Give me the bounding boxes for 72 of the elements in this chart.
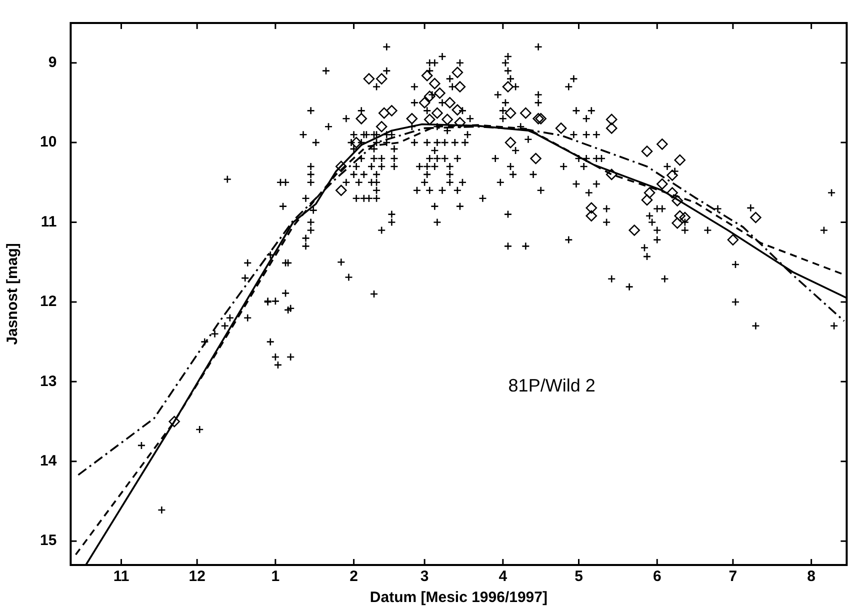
x-tick-label: 5	[574, 568, 583, 586]
point	[424, 90, 436, 102]
point	[530, 152, 542, 164]
point	[432, 107, 443, 119]
y-tick-label: 9	[48, 54, 57, 71]
x-tick-label: 11	[113, 568, 130, 586]
point	[520, 107, 532, 119]
point	[406, 112, 418, 124]
point	[535, 112, 546, 124]
point	[452, 104, 464, 116]
x-tick-label: 7	[728, 568, 738, 586]
point	[606, 122, 618, 134]
point	[452, 66, 464, 78]
point	[606, 114, 618, 126]
y-tick-label: 15	[40, 532, 57, 550]
y-tick-label: 10	[40, 134, 57, 151]
y-tick-label: 12	[40, 293, 57, 310]
point	[168, 416, 180, 428]
x-tick-label: 8	[807, 568, 816, 586]
x-tick-label: 3	[420, 568, 429, 586]
point	[656, 138, 668, 150]
point	[434, 87, 446, 99]
point	[454, 116, 466, 128]
point	[429, 78, 440, 90]
point	[336, 160, 347, 172]
point	[672, 217, 683, 229]
x-tick-label: 4	[498, 568, 508, 586]
x-tick-label: 6	[652, 568, 662, 586]
point	[424, 114, 436, 126]
x-tick-label: 2	[350, 568, 358, 586]
point	[674, 210, 686, 222]
annotation: 81P/Wild 2	[508, 376, 596, 396]
point	[555, 122, 567, 134]
point	[750, 212, 762, 224]
point	[666, 187, 678, 198]
point	[727, 234, 739, 246]
point	[444, 97, 456, 108]
point	[350, 136, 362, 148]
y-tick-label: 11	[40, 213, 57, 230]
y-axis-title: Jasnost [mag]	[4, 243, 22, 345]
point	[454, 81, 466, 92]
point	[679, 212, 691, 224]
point	[421, 70, 433, 82]
point	[504, 107, 516, 119]
point	[356, 112, 368, 124]
point	[502, 81, 514, 92]
x-tick-label: 1	[271, 568, 280, 586]
point	[532, 112, 544, 124]
point	[378, 107, 390, 119]
point	[336, 184, 347, 196]
y-tick-label: 13	[40, 372, 57, 390]
point	[376, 73, 388, 84]
point	[656, 178, 668, 190]
point	[644, 187, 656, 198]
x-axis-title: Datum [Mesic 1996/1997]	[370, 589, 548, 606]
point	[363, 73, 375, 84]
point	[418, 97, 430, 108]
point	[641, 146, 653, 157]
point	[674, 154, 686, 166]
point	[666, 170, 678, 181]
x-tick-label: 12	[188, 568, 206, 586]
point	[672, 195, 683, 206]
point	[641, 194, 653, 206]
point	[442, 114, 453, 126]
point	[386, 105, 398, 116]
point	[606, 168, 618, 180]
point	[586, 210, 598, 222]
point	[628, 224, 640, 236]
point	[504, 136, 516, 148]
point	[376, 120, 388, 132]
point	[586, 202, 598, 214]
y-tick-label: 14	[40, 452, 58, 470]
